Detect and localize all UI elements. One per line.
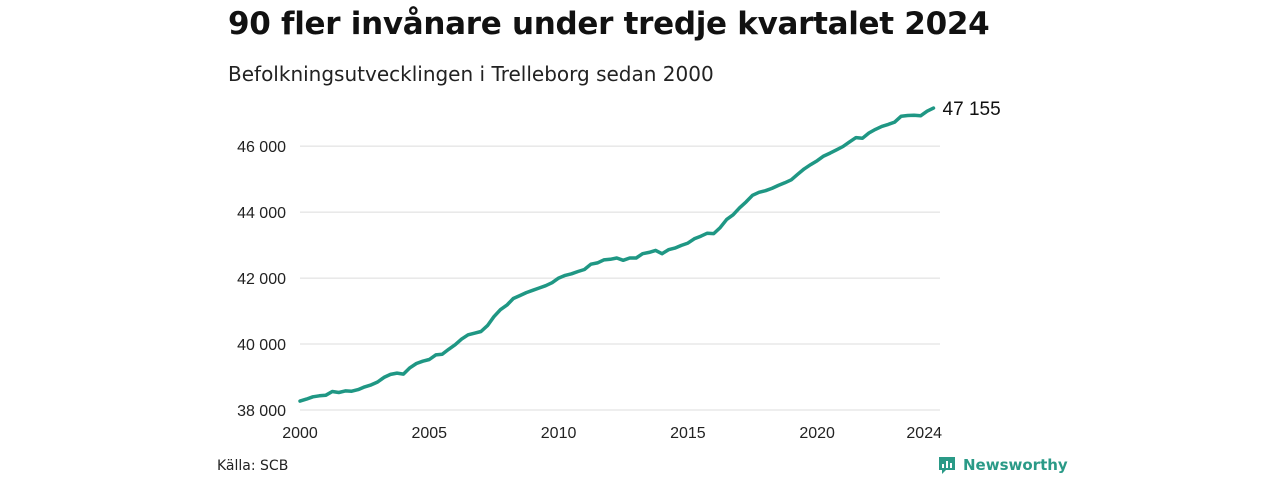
x-tick-label: 2010 [541,425,577,442]
series-line [298,106,936,403]
chart-subtitle: Befolkningsutvecklingen i Trelleborg sed… [228,62,714,86]
x-axis: 2000 2005 2010 2015 2020 2024 [282,425,942,442]
y-axis: 38 000 40 000 42 000 44 000 46 000 [237,139,286,420]
chart-title: 90 fler invånare under tredje kvartalet … [228,6,990,42]
x-tick-label: 2015 [670,425,706,442]
y-tick-label: 38 000 [237,403,286,420]
y-tick-label: 44 000 [237,205,286,222]
x-tick-label: 2024 [906,425,942,442]
series-layer [298,106,936,403]
end-value-label: 47 155 [943,99,1001,120]
x-tick-label: 2000 [282,425,318,442]
brand-name: Newsworthy [963,456,1068,474]
end-label-layer: 47 155 [943,99,1001,120]
y-tick-label: 46 000 [237,139,286,156]
newsworthy-logo-icon [939,457,955,474]
gridlines [300,145,940,411]
brand[interactable]: Newsworthy [937,455,1068,475]
source-note: Källa: SCB [217,458,289,474]
y-tick-label: 40 000 [237,337,286,354]
x-tick-label: 2005 [411,425,447,442]
x-tick-label: 2020 [799,425,835,442]
y-tick-label: 42 000 [237,271,286,288]
